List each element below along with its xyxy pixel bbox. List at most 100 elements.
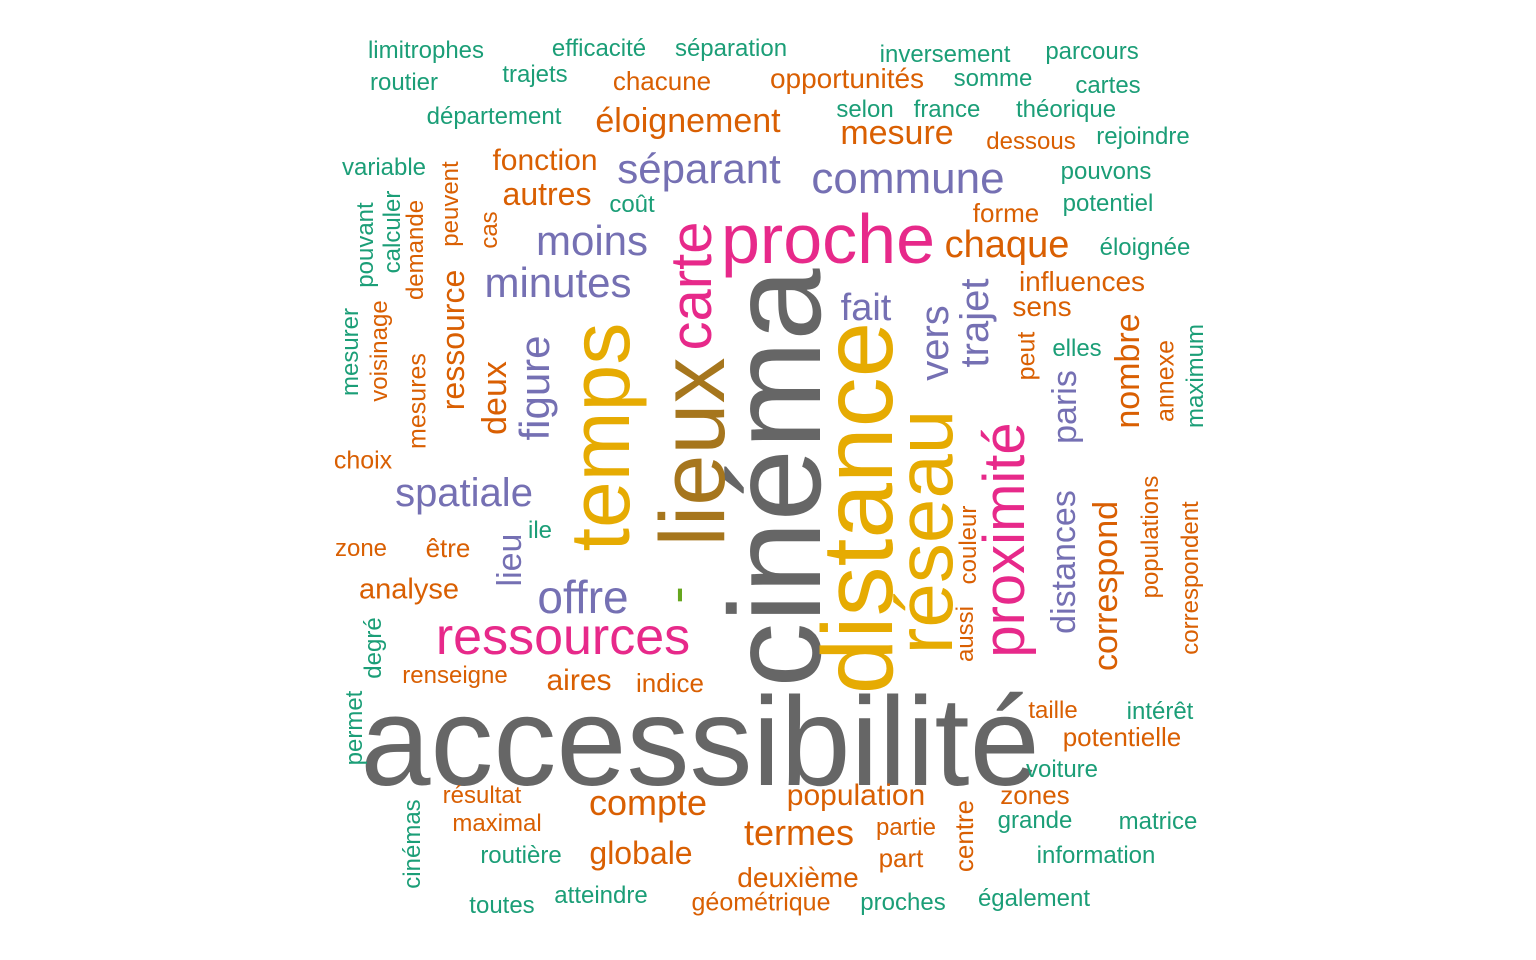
word-degre: degré	[360, 617, 387, 679]
word-eloignee: éloignée	[1099, 234, 1191, 261]
word-nombre: nombre	[1109, 313, 1147, 429]
word-variable: variable	[341, 154, 427, 181]
word-vers: vers	[913, 305, 957, 381]
word-fonction: fonction	[492, 144, 598, 177]
word-routiere: routière	[480, 842, 562, 869]
word-mesurer: mesurer	[337, 307, 364, 397]
word-renseigne: renseigne	[402, 662, 508, 689]
word-globale: globale	[589, 835, 693, 871]
word-toutes: toutes	[469, 892, 535, 919]
word-partie: partie	[875, 814, 937, 841]
word-atteindre: atteindre	[554, 882, 648, 909]
word-voisinage: voisinage	[366, 300, 393, 402]
word-zone: zone	[334, 535, 388, 562]
word-proches: proches	[860, 889, 946, 916]
word-peuvent: peuvent	[437, 161, 464, 247]
word-choix: choix	[333, 446, 393, 475]
word-calculer: calculer	[379, 190, 406, 274]
word-minutes: minutes	[484, 259, 632, 306]
word-egalement: également	[977, 885, 1091, 912]
word-trajets: trajets	[502, 61, 568, 88]
word-mesure: mesure	[840, 114, 954, 152]
word-influences: influences	[1018, 266, 1146, 297]
word-deuxieme: deuxième	[737, 862, 859, 893]
word-carte: carte	[659, 221, 724, 351]
word-elles: elles	[1052, 335, 1102, 362]
word-lieu: lieu	[491, 533, 529, 587]
word-parcours: parcours	[1045, 38, 1139, 65]
word-cas: cas	[476, 211, 503, 249]
word-resultat: résultat	[442, 782, 522, 809]
word-forme: forme	[972, 198, 1040, 228]
word-termes: termes	[743, 812, 855, 853]
word-part: part	[878, 843, 924, 873]
word-somme: somme	[953, 65, 1033, 92]
word-zones: zones	[1000, 780, 1070, 810]
word-cinemas: cinémas	[399, 799, 426, 889]
word-indice: indice	[636, 668, 704, 698]
word-maximum: maximum	[1182, 323, 1209, 429]
word-separation: séparation	[674, 35, 788, 62]
word-eloignement: éloignement	[595, 102, 781, 140]
word-spatiale: spatiale	[395, 471, 533, 515]
word-routier: routier	[369, 69, 439, 96]
word-grande: grande	[997, 807, 1073, 834]
word-rejoindre: rejoindre	[1096, 123, 1190, 150]
word-annexe: annexe	[1151, 339, 1180, 423]
word-maximal: maximal	[452, 810, 542, 837]
word-cartes: cartes	[1075, 72, 1141, 99]
word-pouvant: pouvant	[352, 202, 379, 288]
word-separant: séparant	[617, 145, 781, 192]
word-moins: moins	[535, 217, 649, 264]
word-centre: centre	[949, 799, 979, 873]
word-potentielle: potentielle	[1062, 722, 1182, 752]
word-distances: distances	[1045, 490, 1083, 634]
word-ressources: ressources	[435, 608, 691, 666]
word-aussi: aussi	[952, 605, 979, 663]
word-geometrique: géométrique	[691, 888, 831, 917]
word-chacune: chacune	[612, 66, 712, 96]
word-couleur: couleur	[955, 505, 982, 585]
word-fait: fait	[840, 287, 892, 329]
word-proche: proche	[720, 200, 936, 278]
word-mesures: mesures	[403, 353, 432, 449]
word-peut: peut	[1012, 331, 1041, 381]
word-information: information	[1036, 842, 1156, 869]
word-offre: offre	[537, 571, 629, 623]
word-populations: populations	[1137, 475, 1164, 599]
word-demande: demande	[402, 199, 429, 301]
word-sens: sens	[1012, 291, 1072, 322]
word-population: population	[786, 779, 926, 812]
word-trajet: trajet	[953, 278, 997, 368]
word-voiture: voiture	[1025, 756, 1099, 783]
word-ile: ile	[527, 517, 553, 544]
word-analyse: analyse	[359, 573, 459, 606]
word-cout: coût	[609, 191, 655, 218]
word-interet: intérêt	[1126, 698, 1194, 725]
word-limitrophes: limitrophes	[367, 37, 485, 64]
word-departement: département	[426, 103, 562, 130]
word-permet: permet	[341, 690, 368, 766]
word-compte: compte	[588, 782, 708, 823]
word-ressource: ressource	[435, 269, 471, 411]
word-temps: temps	[553, 322, 647, 552]
word-deux: deux	[476, 361, 514, 435]
word-accessibilite: accessibilité	[360, 671, 1040, 812]
word-dash: -	[648, 586, 706, 604]
word-etre: être	[425, 533, 471, 563]
word-inversement: inversement	[879, 41, 1011, 68]
word-pouvons: pouvons	[1060, 158, 1152, 185]
word-chaque: chaque	[944, 224, 1070, 266]
word-dessous: dessous	[986, 128, 1076, 155]
word-paris: paris	[1046, 370, 1084, 444]
word-autres: autres	[502, 176, 592, 212]
word-lieux: lieux	[642, 357, 744, 547]
word-commune: commune	[811, 154, 1005, 203]
word-correspondent: correspondent	[1177, 501, 1204, 655]
word-opportunites: opportunités	[769, 63, 925, 94]
word-taille: taille	[1028, 697, 1078, 724]
word-aires: aires	[546, 664, 612, 697]
word-potentiel: potentiel	[1062, 190, 1154, 217]
word-selon: selon	[836, 96, 894, 123]
